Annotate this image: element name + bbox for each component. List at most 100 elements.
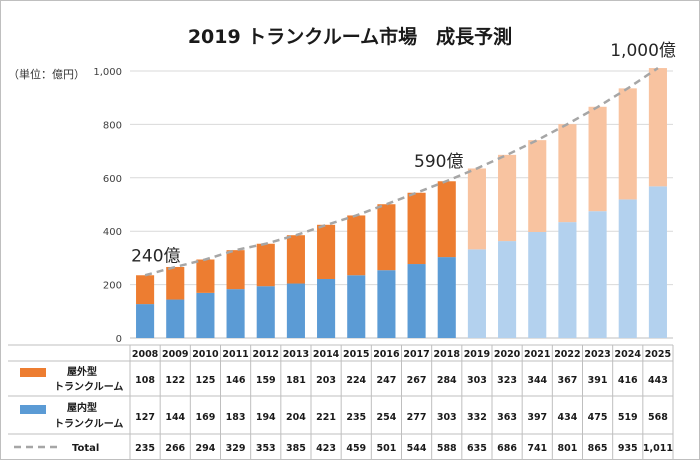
x-tick-label: 2016 — [373, 349, 400, 360]
data-label-total: 459 — [346, 443, 366, 454]
data-label-indoor: 303 — [437, 412, 457, 423]
data-label-total: 353 — [256, 443, 276, 454]
data-label-outdoor: 391 — [588, 375, 608, 386]
bar-outdoor — [648, 68, 667, 187]
data-label-outdoor: 303 — [467, 375, 487, 386]
bar-outdoor — [407, 192, 426, 265]
data-label-outdoor: 247 — [376, 375, 396, 386]
bar-indoor — [588, 211, 607, 338]
bar-indoor — [558, 222, 577, 338]
bar-outdoor — [226, 250, 245, 290]
bar-indoor — [226, 289, 245, 338]
legend-swatch-indoor — [20, 405, 46, 414]
x-tick-label: 2019 — [464, 349, 490, 360]
bar-outdoor — [377, 204, 396, 271]
data-label-indoor: 397 — [527, 412, 547, 423]
x-tick-label: 2013 — [283, 349, 309, 360]
y-tick-label: 800 — [103, 120, 122, 131]
data-label-indoor: 144 — [165, 412, 185, 423]
data-label-outdoor: 416 — [618, 375, 638, 386]
data-label-indoor: 204 — [286, 412, 306, 423]
chart-title: 2019 トランクルーム市場 成長予測 — [187, 26, 513, 48]
x-tick-label: 2024 — [615, 349, 642, 360]
x-tick-label: 2015 — [343, 349, 369, 360]
bar-outdoor — [286, 235, 305, 284]
data-label-outdoor: 203 — [316, 375, 336, 386]
bar-outdoor — [618, 88, 637, 200]
bar-indoor — [377, 270, 396, 338]
y-axis: 0 200 400 600 800 1,000 — [93, 67, 122, 345]
data-label-total: 741 — [527, 443, 547, 454]
bar-outdoor — [498, 154, 517, 242]
data-label-indoor: 194 — [256, 412, 276, 423]
data-label-total: 1,011 — [643, 443, 673, 454]
data-label-total: 385 — [286, 443, 306, 454]
total-trend-line — [144, 67, 659, 277]
data-label-indoor: 277 — [407, 412, 427, 423]
data-label-indoor: 332 — [467, 412, 487, 423]
bar-indoor — [286, 283, 305, 338]
data-label-total: 801 — [557, 443, 577, 454]
legend-label-indoor: トランクルーム — [54, 418, 123, 430]
data-label-indoor: 568 — [648, 412, 668, 423]
data-label-indoor: 169 — [195, 412, 215, 423]
data-table: 2008 2009 2010 2011 2012 2013 2014 2015 2016 2017… — [8, 344, 674, 459]
data-label-outdoor: 443 — [648, 375, 668, 386]
data-label-total: 235 — [135, 443, 155, 454]
legend-label-outdoor: 屋外型 — [67, 365, 97, 378]
bar-outdoor — [528, 140, 547, 233]
bar-outdoor — [437, 181, 456, 258]
bar-indoor — [498, 241, 517, 338]
data-label-total: 635 — [467, 443, 487, 454]
x-tick-label: 2018 — [434, 349, 461, 360]
data-label-indoor: 183 — [226, 412, 246, 423]
bar-outdoor — [467, 168, 486, 250]
bar-outdoor — [256, 243, 275, 287]
data-label-total: 501 — [376, 443, 396, 454]
data-label-total: 935 — [618, 443, 638, 454]
data-label-indoor: 254 — [376, 412, 396, 423]
data-label-outdoor: 181 — [286, 375, 306, 386]
gridlines — [130, 70, 673, 339]
total-line — [144, 67, 659, 277]
legend-label-indoor: 屋内型 — [67, 401, 97, 414]
bar-outdoor — [317, 224, 336, 279]
annotation-label: 240億 — [131, 246, 180, 266]
data-label-outdoor: 367 — [557, 375, 577, 386]
data-label-outdoor: 146 — [226, 375, 246, 386]
data-label-total: 865 — [588, 443, 608, 454]
bar-outdoor — [166, 266, 185, 300]
bar-outdoor — [588, 106, 607, 212]
annotation-label: 1,000億 — [610, 41, 676, 61]
x-tick-label: 2022 — [554, 349, 580, 360]
data-label-total: 588 — [437, 443, 457, 454]
unit-label: （単位：億円） — [8, 68, 85, 81]
bar-indoor — [528, 232, 547, 338]
data-label-outdoor: 344 — [527, 375, 547, 386]
data-label-indoor: 363 — [497, 412, 517, 423]
data-label-indoor: 519 — [618, 412, 638, 423]
data-label-total: 294 — [195, 443, 215, 454]
bar-indoor — [467, 249, 486, 338]
bar-indoor — [618, 199, 637, 338]
x-tick-label: 2012 — [253, 349, 279, 360]
legend-swatch-outdoor — [20, 368, 46, 377]
data-label-outdoor: 122 — [165, 375, 185, 386]
y-tick-label: 1,000 — [93, 67, 122, 78]
data-label-indoor: 221 — [316, 412, 336, 423]
annotations: 240億 590億 1,000億 — [131, 41, 676, 266]
bar-indoor — [196, 292, 215, 338]
bar-indoor — [437, 257, 456, 338]
y-tick-label: 400 — [103, 227, 122, 238]
bar-outdoor — [558, 124, 577, 223]
bar-indoor — [407, 264, 426, 338]
data-label-outdoor: 125 — [195, 375, 215, 386]
data-label-total: 686 — [497, 443, 517, 454]
x-tick-label: 2017 — [403, 349, 429, 360]
bar-outdoor — [347, 215, 366, 276]
x-tick-label: 2020 — [494, 349, 521, 360]
x-tick-label: 2009 — [162, 349, 188, 360]
y-tick-label: 0 — [116, 334, 122, 345]
data-label-outdoor: 267 — [407, 375, 427, 386]
